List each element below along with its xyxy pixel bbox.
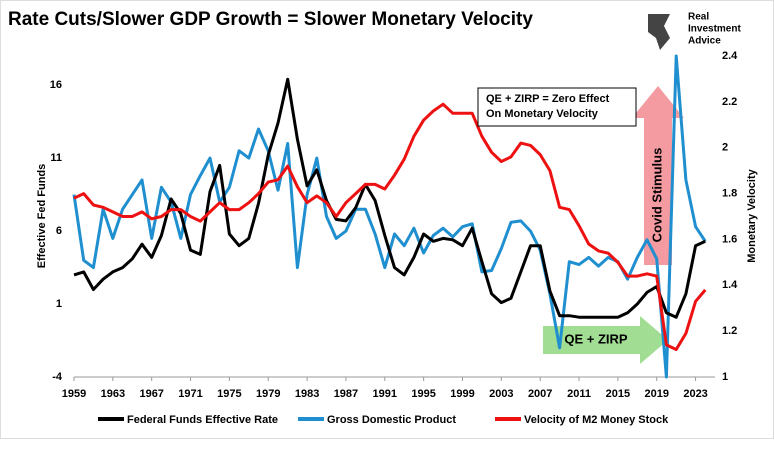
box [477,87,637,127]
logo: Real Investment Advice [648,12,741,50]
y2-tick-label: 2.2 [722,96,737,108]
x-tick-label: 1983 [295,388,319,400]
y2-tick-label: 2 [722,142,728,154]
x-tick-label: 2011 [567,388,591,400]
logo-mark [648,14,670,50]
x-tick-label: 2015 [606,388,630,400]
x-tick-label: 1963 [101,388,125,400]
logo-text: Real [688,12,709,23]
annotation: QE + ZIRP [564,331,628,346]
y2-tick-label: 1.2 [722,325,737,337]
y-tick-label: 6 [56,225,62,237]
logo-text: Investment [688,24,741,35]
y-tick-label: 11 [50,152,62,164]
x-tick-label: 1971 [178,388,202,400]
y-axis-label: Effective Fed Funds [36,164,48,269]
series-line [73,77,706,319]
x-tick-label: 1979 [256,388,280,400]
x-tick-label: 1995 [411,388,435,400]
annotation-box: QE + ZIRP = Zero Effect On Monetary Veloc… [477,87,637,127]
arrow-shape [543,316,668,364]
x-tick-label: 1999 [450,388,474,400]
y-tick-label: 16 [50,79,62,91]
series-line [73,102,707,351]
y-tick-label: -4 [52,371,63,383]
legend-label: Federal Funds Effective Rate [127,414,278,426]
x-tick-label: 1991 [373,388,397,400]
x-tick-label: 2003 [489,388,513,400]
y-tick-label: 1 [56,298,62,310]
x-tick-label: 1987 [334,388,358,400]
y2-axis-label: Monetary Velocity [746,168,758,262]
x-tick-label: 2023 [683,388,707,400]
y2-tick-label: 1.6 [722,233,737,245]
logo-text: Advice [688,36,721,47]
y2-tick-label: 1.4 [722,279,738,291]
y2-tick-label: 2.4 [722,50,738,62]
x-tick-label: 1959 [62,388,86,400]
legend-label: Gross Domestic Product [327,414,456,426]
annotation: On Monetary Velocity [486,108,599,120]
y2-tick-label: 1.8 [722,187,737,199]
x-tick-label: 2007 [528,388,552,400]
annotation: Covid Stimulus [649,148,664,243]
x-tick-label: 1967 [139,388,163,400]
x-tick-label: 1975 [217,388,241,400]
y2-tick-label: 1 [722,371,728,383]
chart-title: Rate Cuts/Slower GDP Growth = Slower Mon… [8,9,533,30]
qe-arrow: QE + ZIRP [543,316,668,364]
legend-label: Velocity of M2 Money Stock [524,414,669,426]
x-tick-label: 2019 [644,388,668,400]
annotation: QE + ZIRP = Zero Effect [486,93,610,105]
